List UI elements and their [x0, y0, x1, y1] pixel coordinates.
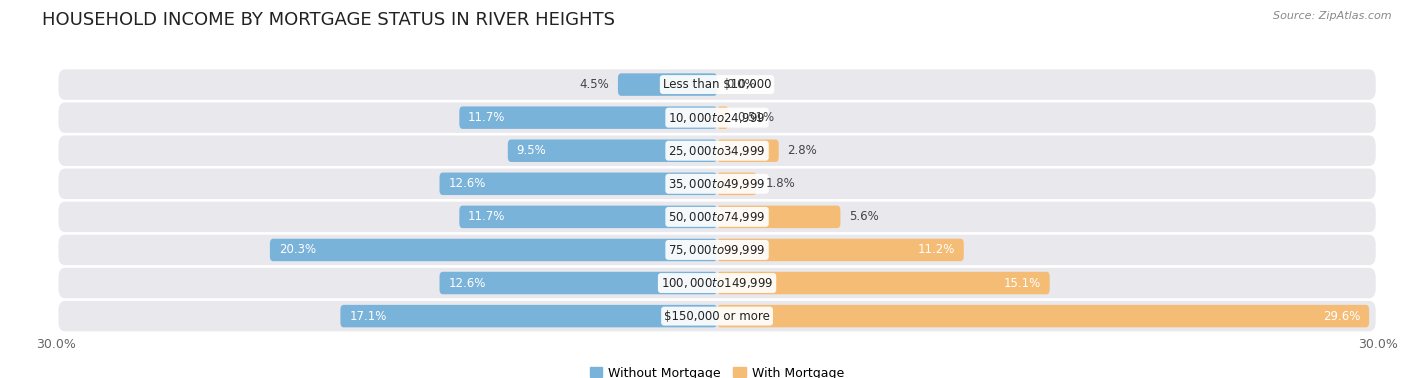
- Text: $150,000 or more: $150,000 or more: [664, 310, 770, 322]
- FancyBboxPatch shape: [340, 305, 717, 327]
- Text: 17.1%: 17.1%: [349, 310, 387, 322]
- Text: 12.6%: 12.6%: [449, 177, 485, 190]
- Text: $50,000 to $74,999: $50,000 to $74,999: [668, 210, 766, 224]
- FancyBboxPatch shape: [717, 239, 963, 261]
- FancyBboxPatch shape: [59, 136, 1375, 166]
- FancyBboxPatch shape: [717, 107, 728, 129]
- Text: $35,000 to $49,999: $35,000 to $49,999: [668, 177, 766, 191]
- Text: 11.2%: 11.2%: [918, 243, 955, 256]
- Text: 9.5%: 9.5%: [516, 144, 547, 157]
- Text: Less than $10,000: Less than $10,000: [662, 78, 772, 91]
- Legend: Without Mortgage, With Mortgage: Without Mortgage, With Mortgage: [585, 362, 849, 378]
- FancyBboxPatch shape: [717, 305, 1369, 327]
- Text: 20.3%: 20.3%: [278, 243, 316, 256]
- Text: 1.8%: 1.8%: [765, 177, 796, 190]
- Text: HOUSEHOLD INCOME BY MORTGAGE STATUS IN RIVER HEIGHTS: HOUSEHOLD INCOME BY MORTGAGE STATUS IN R…: [42, 11, 616, 29]
- FancyBboxPatch shape: [59, 202, 1375, 232]
- FancyBboxPatch shape: [508, 139, 717, 162]
- FancyBboxPatch shape: [440, 272, 717, 294]
- Text: $25,000 to $34,999: $25,000 to $34,999: [668, 144, 766, 158]
- FancyBboxPatch shape: [59, 102, 1375, 133]
- FancyBboxPatch shape: [460, 107, 717, 129]
- Text: 2.8%: 2.8%: [787, 144, 817, 157]
- FancyBboxPatch shape: [717, 173, 756, 195]
- FancyBboxPatch shape: [59, 268, 1375, 298]
- Text: 11.7%: 11.7%: [468, 211, 506, 223]
- Text: $75,000 to $99,999: $75,000 to $99,999: [668, 243, 766, 257]
- Text: 0.51%: 0.51%: [737, 111, 775, 124]
- FancyBboxPatch shape: [59, 70, 1375, 100]
- Text: $10,000 to $24,999: $10,000 to $24,999: [668, 111, 766, 125]
- FancyBboxPatch shape: [617, 73, 717, 96]
- Text: 29.6%: 29.6%: [1323, 310, 1360, 322]
- Text: 5.6%: 5.6%: [849, 211, 879, 223]
- FancyBboxPatch shape: [460, 206, 717, 228]
- Text: Source: ZipAtlas.com: Source: ZipAtlas.com: [1274, 11, 1392, 21]
- FancyBboxPatch shape: [270, 239, 717, 261]
- FancyBboxPatch shape: [717, 139, 779, 162]
- Text: 0.0%: 0.0%: [725, 78, 755, 91]
- FancyBboxPatch shape: [717, 206, 841, 228]
- FancyBboxPatch shape: [59, 235, 1375, 265]
- Text: 12.6%: 12.6%: [449, 277, 485, 290]
- FancyBboxPatch shape: [717, 272, 1050, 294]
- Text: 15.1%: 15.1%: [1004, 277, 1040, 290]
- Text: 4.5%: 4.5%: [579, 78, 609, 91]
- Text: 11.7%: 11.7%: [468, 111, 506, 124]
- Text: $100,000 to $149,999: $100,000 to $149,999: [661, 276, 773, 290]
- FancyBboxPatch shape: [59, 301, 1375, 331]
- FancyBboxPatch shape: [59, 169, 1375, 199]
- FancyBboxPatch shape: [440, 173, 717, 195]
